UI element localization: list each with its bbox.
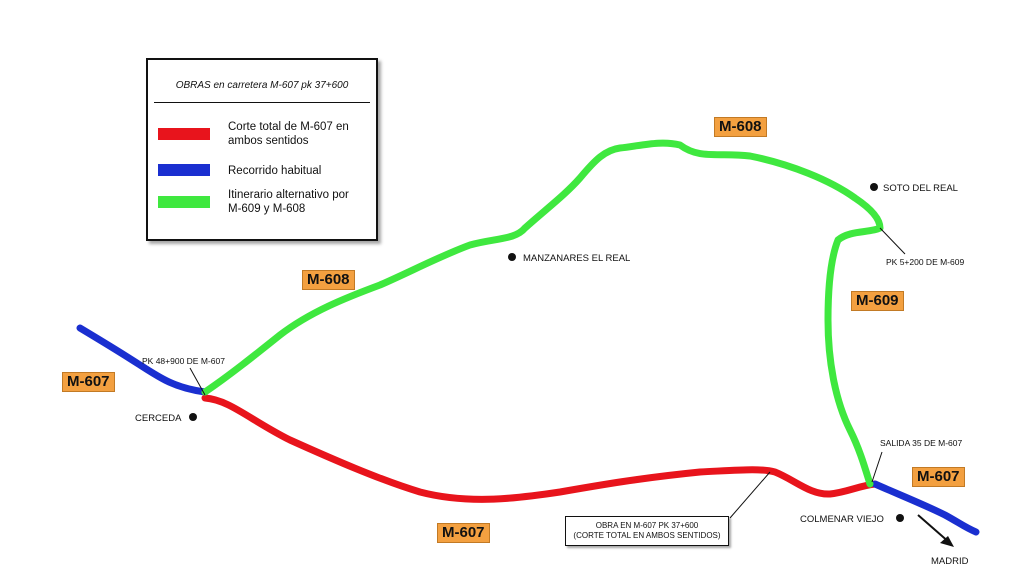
legend-green-line2: M-609 y M-608 [228,203,306,215]
obra-line1: OBRA EN M-607 PK 37+600 [595,521,699,530]
road-label-m609: M-609 [851,291,904,311]
blue-route-left [76,324,209,396]
legend-red-line1: Corte total de M-607 en [228,121,349,133]
legend-green-line1: Itinerario alternativo por [228,189,349,201]
salida35-leader [871,451,883,483]
obra-line2: (CORTE TOTAL EN AMBOS SENTIDOS) [573,531,721,540]
legend-swatch-green [158,196,210,208]
obra-leader [729,471,771,519]
pk5-leader [879,227,906,255]
place-madrid: MADRID [931,556,969,567]
madrid-arrow [917,514,951,544]
red-route-m607 [201,394,879,503]
soto-dot [870,183,878,191]
road-label-m607-left: M-607 [62,372,115,392]
cerceda-dot [189,413,197,421]
legend-swatch-red [158,128,210,140]
place-colmenar: COLMENAR VIEJO [800,514,884,525]
salida35-label: SALIDA 35 DE M-607 [880,438,963,448]
green-route-alternative [201,139,884,488]
legend-item-blue: Recorrido habitual [228,164,376,178]
blue-route-right [871,480,980,536]
legend-item-red: Corte total de M-607 en ambos sentidos [228,120,376,148]
legend-divider [154,102,370,103]
madrid-arrow-head [940,536,954,547]
pk48-leader [189,367,206,396]
place-soto: SOTO DEL REAL [883,183,958,194]
place-cerceda: CERCEDA [135,413,182,424]
legend-item-green: Itinerario alternativo por M-609 y M-608 [228,188,376,216]
legend: OBRAS en carretera M-607 pk 37+600 Corte… [146,58,378,241]
legend-title: OBRAS en carretera M-607 pk 37+600 [175,80,349,91]
place-manzanares: MANZANARES EL REAL [523,253,631,264]
road-label-m608-left: M-608 [302,270,355,290]
road-label-m607-bottom: M-607 [437,523,490,543]
colmenar-dot [896,514,904,522]
road-label-m607-right: M-607 [912,467,965,487]
legend-blue-line1: Recorrido habitual [228,165,322,177]
legend-swatch-blue [158,164,210,176]
pk48-label: PK 48+900 DE M-607 [142,356,225,366]
pk5-label: PK 5+200 DE M-609 [886,257,965,267]
obra-callout: OBRA EN M-607 PK 37+600 (CORTE TOTAL EN … [565,516,729,546]
manzanares-dot [508,253,516,261]
road-label-m608-top: M-608 [714,117,767,137]
legend-red-line2: ambos sentidos [228,135,309,147]
